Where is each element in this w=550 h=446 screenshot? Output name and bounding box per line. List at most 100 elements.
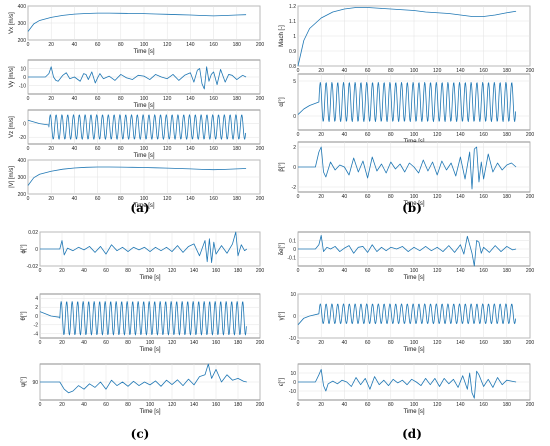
x-tick-label: 200 (526, 132, 535, 138)
x-tick-label: 20 (318, 194, 324, 200)
x-tick-label: 140 (456, 268, 465, 274)
subplot-layer: 0 20 40 60 80 100 120 140 160 180 200200300400Time… (9, 4, 534, 415)
y-tick-label: 400 (18, 158, 27, 164)
x-tick-label: 120 (433, 132, 442, 138)
y-tick-label: 300 (18, 21, 27, 27)
y-tick-label: -0.1 (287, 255, 296, 261)
x-tick-label: 20 (318, 402, 324, 408)
y-tick-label: 0.8 (289, 64, 296, 70)
x-tick-label: 160 (212, 340, 221, 346)
x-tick-label: 60 (365, 268, 371, 274)
x-tick-label: 0 (27, 42, 30, 48)
x-tick-label: 40 (81, 268, 87, 274)
x-tick-label: 0 (297, 268, 300, 274)
x-tick-label: 80 (388, 402, 394, 408)
x-tick-label: 60 (95, 96, 101, 102)
y-tick-label: 90 (32, 380, 38, 386)
x-tick-label: 60 (365, 402, 371, 408)
x-tick-label: 160 (479, 268, 488, 274)
y-tick-label: -4 (34, 331, 39, 337)
x-tick-label: 120 (433, 68, 442, 74)
x-tick-label: 120 (433, 268, 442, 274)
y-tick-label: 0 (293, 165, 296, 171)
x-tick-label: 200 (256, 340, 265, 346)
x-tick-label: 180 (233, 96, 242, 102)
x-tick-label: 120 (168, 402, 177, 408)
x-tick-label: 140 (456, 194, 465, 200)
x-tick-label: 60 (365, 194, 371, 200)
x-axis-label: Time [s] (403, 201, 424, 207)
series-line (27, 114, 247, 140)
x-tick-label: 160 (209, 146, 218, 152)
x-tick-label: 0 (27, 146, 30, 152)
series-line (40, 363, 247, 394)
x-tick-label: 40 (81, 402, 87, 408)
series-line (28, 66, 247, 90)
x-tick-label: 200 (256, 196, 265, 202)
y-tick-label: -10 (289, 389, 296, 395)
x-tick-label: 120 (433, 402, 442, 408)
y-tick-label: 200 (18, 192, 27, 198)
y-tick-label: 0.9 (289, 49, 296, 55)
y-axis-label: β[°] (279, 162, 285, 172)
x-tick-label: 100 (140, 42, 149, 48)
x-tick-label: 140 (186, 42, 195, 48)
x-axis-label: Time [s] (403, 347, 424, 353)
x-axis-label: Time [s] (133, 49, 154, 55)
y-tick-label: 2 (35, 305, 38, 311)
x-tick-label: 120 (433, 340, 442, 346)
panel-label-a: (a) (130, 201, 149, 215)
x-tick-label: 140 (190, 268, 199, 274)
x-tick-label: 0 (39, 340, 42, 346)
x-axis-label: Time [s] (403, 409, 424, 415)
x-tick-label: 60 (365, 68, 371, 74)
x-tick-label: 60 (95, 42, 101, 48)
series-line (39, 301, 247, 336)
x-tick-label: 60 (365, 132, 371, 138)
x-tick-label: 180 (503, 68, 512, 74)
x-tick-label: 160 (209, 42, 218, 48)
y-tick-label: 0 (35, 314, 38, 320)
x-tick-label: 40 (342, 194, 348, 200)
y-axis-label: Mach [-] (279, 25, 285, 47)
x-tick-label: 180 (233, 42, 242, 48)
x-tick-label: 0 (27, 96, 30, 102)
x-tick-label: 140 (456, 402, 465, 408)
y-tick-label: 5 (293, 79, 296, 85)
y-tick-label: 0.1 (289, 238, 296, 244)
x-tick-label: 20 (318, 68, 324, 74)
y-tick-label: -2 (34, 323, 39, 329)
subplot-b-5: 02040608010012014016018020005Time [s]α[°… (279, 73, 535, 145)
series-line (298, 235, 517, 267)
x-tick-label: 0 (297, 194, 300, 200)
x-tick-label: 100 (410, 132, 419, 138)
subplot-d-10: 0 20 40 60 80 100 120 140 160 180 200 -0.1 0 0.1 Time … (279, 231, 534, 281)
subplot-a-3: 0 20 40 60 80 100 120 140 160 180 200 200 300 400 Time… (9, 158, 264, 209)
y-axis-label: Vz [m/s] (9, 116, 15, 138)
subplot-d-12: 0 20 40 60 80 100 120 140 160 180 200 -10 0 10 Time [s… (279, 363, 534, 415)
x-tick-label: 180 (503, 268, 512, 274)
x-tick-label: 180 (503, 340, 512, 346)
x-tick-label: 200 (256, 146, 265, 152)
x-tick-label: 60 (365, 340, 371, 346)
x-tick-label: 60 (95, 196, 101, 202)
x-tick-label: 140 (186, 146, 195, 152)
x-tick-label: 200 (256, 42, 265, 48)
y-tick-label: 1.2 (289, 4, 296, 10)
x-tick-label: 20 (59, 402, 65, 408)
y-axis-label: ϵ[°] (279, 377, 285, 386)
x-tick-label: 0 (297, 68, 300, 74)
x-tick-label: 80 (118, 96, 124, 102)
x-tick-label: 60 (95, 146, 101, 152)
x-tick-label: 20 (318, 268, 324, 274)
y-tick-label: 0 (23, 121, 26, 127)
y-axis-label: θ[°] (21, 311, 27, 320)
x-tick-label: 40 (342, 402, 348, 408)
y-tick-label: -0.02 (27, 264, 39, 270)
x-tick-label: 160 (479, 194, 488, 200)
x-tick-label: 40 (342, 132, 348, 138)
x-tick-label: 0 (39, 402, 42, 408)
x-tick-label: 120 (168, 268, 177, 274)
subplot-c-8: 0 20 40 60 80 100 120 140 160 180 200 -4 -2 0 2 4 Time [… (21, 293, 265, 353)
x-tick-label: 40 (342, 340, 348, 346)
